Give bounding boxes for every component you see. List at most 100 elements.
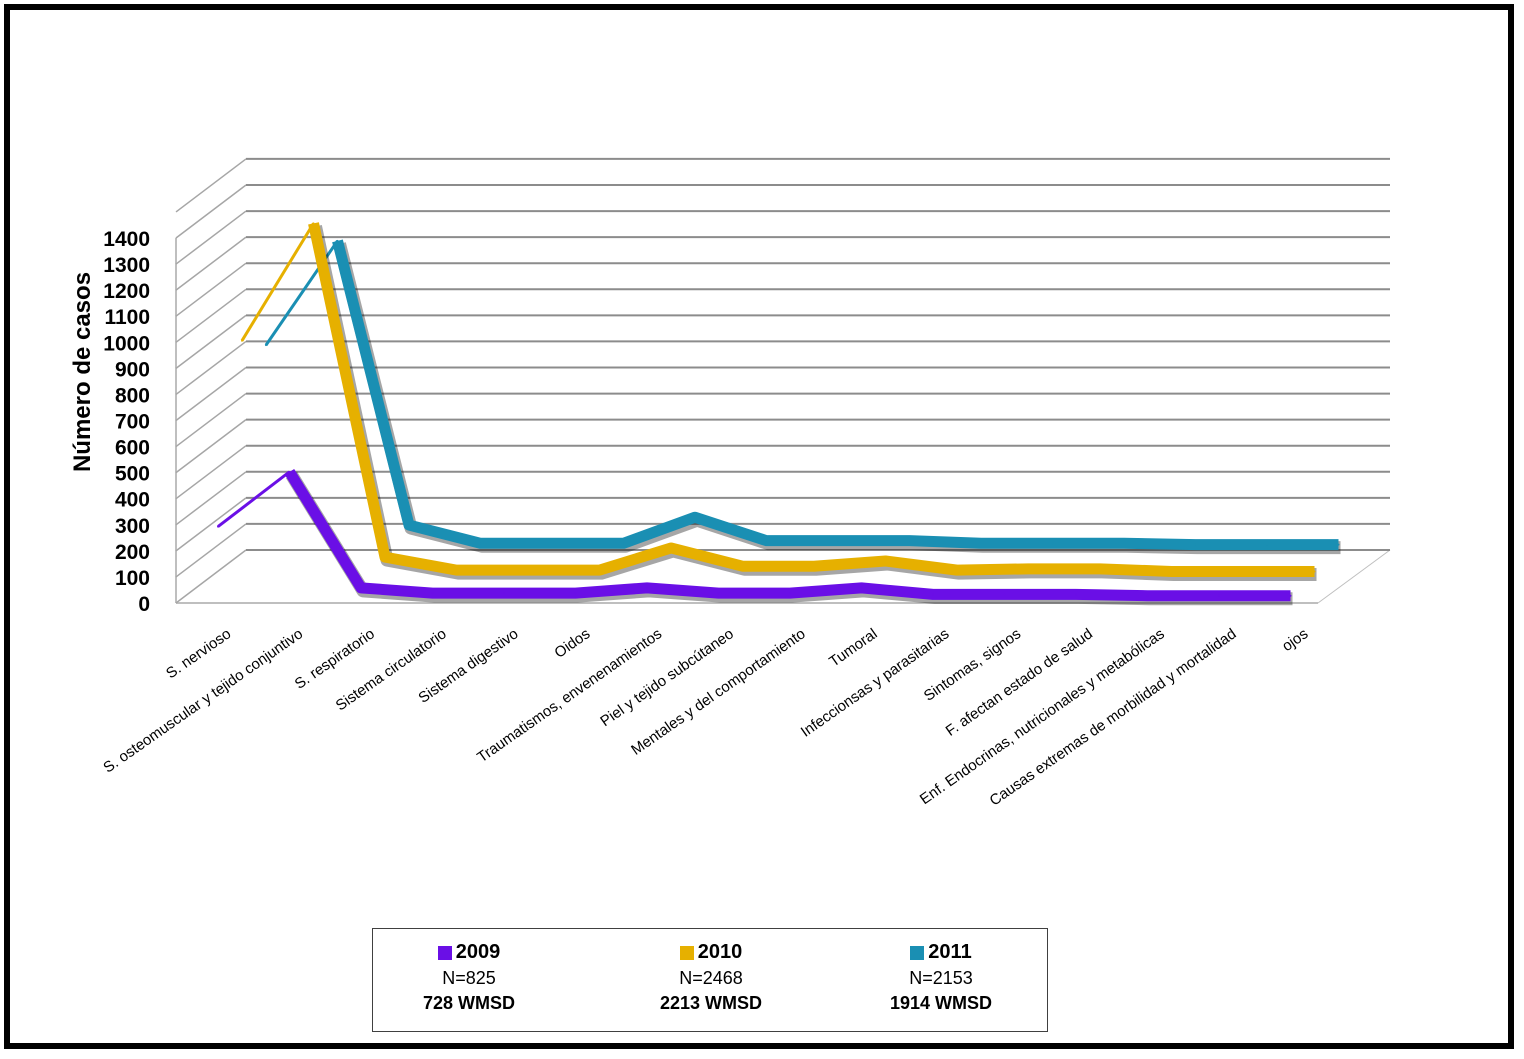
legend-label-2011: 2011	[928, 941, 972, 963]
x-tick-label: Tumoral	[826, 625, 880, 670]
point-2010-2	[384, 556, 386, 559]
point-2010-11	[1027, 567, 1030, 570]
point-2010-4	[527, 569, 529, 572]
point-2011-9	[908, 539, 911, 542]
x-tick-label: Causas extremas de morbilidad y mortalid…	[987, 625, 1240, 809]
x-tick-label: Oidos	[551, 625, 593, 661]
grid-bevel	[175, 158, 247, 213]
legend-swatch-2011	[910, 945, 925, 960]
grid-bevel	[175, 184, 247, 239]
legend-entry-2010: 2010 N=2468 2213 WMSD	[621, 941, 801, 1014]
x-tick-label: ojos	[1279, 625, 1311, 655]
legend: 2009 N=825 728 WMSD 2010 N=2468 2213 WMS…	[372, 928, 1048, 1032]
y-tick-label: 800	[115, 384, 150, 407]
legend-entry-2009: 2009 N=825 728 WMSD	[379, 941, 559, 1014]
point-2009-2	[360, 586, 362, 589]
legend-wmsd-2009: 728 WMSD	[422, 993, 516, 1013]
y-tick-label: 700	[115, 411, 150, 434]
grid-bevel	[175, 523, 247, 578]
point-2010-3	[455, 569, 458, 572]
point-2010-0	[241, 339, 243, 342]
x-tick-label: Piel y tejido subcútaneo	[597, 625, 737, 730]
y-axis-title: Número de casos	[69, 272, 96, 472]
point-2010-7	[741, 565, 744, 568]
point-2009-14	[1218, 594, 1220, 597]
point-2010-10	[956, 569, 958, 572]
grid-bevel	[175, 471, 247, 526]
legend-label-2009: 2009	[455, 941, 501, 963]
point-2009-1	[288, 470, 291, 473]
floor-right-edge	[1317, 549, 1391, 604]
point-2009-6	[646, 586, 648, 589]
grid-bevel	[175, 314, 247, 369]
point-2009-7	[717, 592, 720, 595]
y-tick-label: 900	[115, 358, 150, 381]
legend-swatch-2010	[679, 945, 694, 960]
point-2011-5	[622, 542, 625, 545]
point-2010-15	[1313, 570, 1316, 573]
point-2009-5	[574, 592, 577, 595]
point-2010-8	[813, 565, 815, 568]
point-2011-15	[1337, 543, 1340, 546]
legend-label-2010: 2010	[697, 941, 743, 963]
grid-bevel	[175, 392, 247, 448]
point-2011-14	[1266, 543, 1268, 546]
y-tick-label: 100	[115, 567, 150, 590]
y-tick-label: 400	[115, 489, 150, 512]
y-tick-label: 0	[138, 593, 150, 616]
point-2010-1	[312, 222, 315, 225]
series-2009-start-segment	[217, 470, 291, 528]
y-tick-label: 1200	[103, 280, 150, 303]
point-2010-6	[670, 546, 672, 549]
y-axis-ticks: 0 100 200 300 400 500 600 700 800 900 1000 1100 1200…	[103, 228, 150, 616]
legend-n-2009: N=825	[442, 968, 496, 988]
point-2011-7	[765, 539, 768, 542]
point-2011-0	[265, 344, 267, 347]
y-tick-label: 200	[115, 541, 150, 564]
y-tick-label: 500	[115, 463, 150, 486]
point-2009-15	[1289, 594, 1292, 597]
grid-bevel	[175, 366, 247, 422]
legend-swatch-2009	[437, 945, 452, 960]
grid-bevel	[175, 262, 247, 317]
series-lines	[217, 222, 1341, 606]
y-tick-label: 300	[115, 515, 150, 538]
y-tick-label: 1400	[103, 228, 150, 251]
point-2011-11	[1051, 542, 1054, 545]
point-2011-6	[694, 516, 696, 519]
legend-wmsd-2010: 2213 WMSD	[659, 993, 763, 1013]
grid-bevel	[175, 236, 247, 291]
point-2010-9	[884, 560, 887, 563]
point-2011-4	[551, 542, 553, 545]
point-2009-9	[860, 586, 863, 589]
point-2011-3	[479, 542, 482, 545]
point-2009-11	[1003, 593, 1006, 596]
point-2011-8	[837, 539, 839, 542]
point-2010-14	[1242, 570, 1244, 573]
point-2010-5	[598, 569, 601, 572]
y-tick-label: 1000	[103, 332, 150, 355]
point-2009-12	[1075, 593, 1077, 596]
point-2009-0	[217, 525, 219, 528]
point-2011-1	[336, 239, 339, 242]
point-2011-10	[980, 542, 982, 545]
x-tick-label: S. nervioso	[163, 625, 234, 682]
y-tick-label: 1300	[103, 254, 150, 277]
legend-entry-2011: 2011 N=2153 1914 WMSD	[851, 941, 1031, 1014]
grid-bevel	[175, 288, 247, 343]
grid-bevel	[175, 340, 247, 396]
y-tick-label: 1100	[104, 306, 150, 329]
grid-bevel	[175, 445, 247, 500]
point-2011-12	[1123, 542, 1125, 545]
point-2010-12	[1099, 567, 1101, 570]
grid-bevel	[175, 549, 247, 604]
point-2010-13	[1170, 570, 1173, 573]
point-2009-8	[789, 592, 791, 595]
point-2009-13	[1146, 594, 1149, 597]
grid-bevel	[175, 419, 247, 474]
grid-bevel	[175, 210, 247, 265]
point-2009-3	[431, 592, 434, 595]
point-2009-10	[932, 593, 934, 596]
